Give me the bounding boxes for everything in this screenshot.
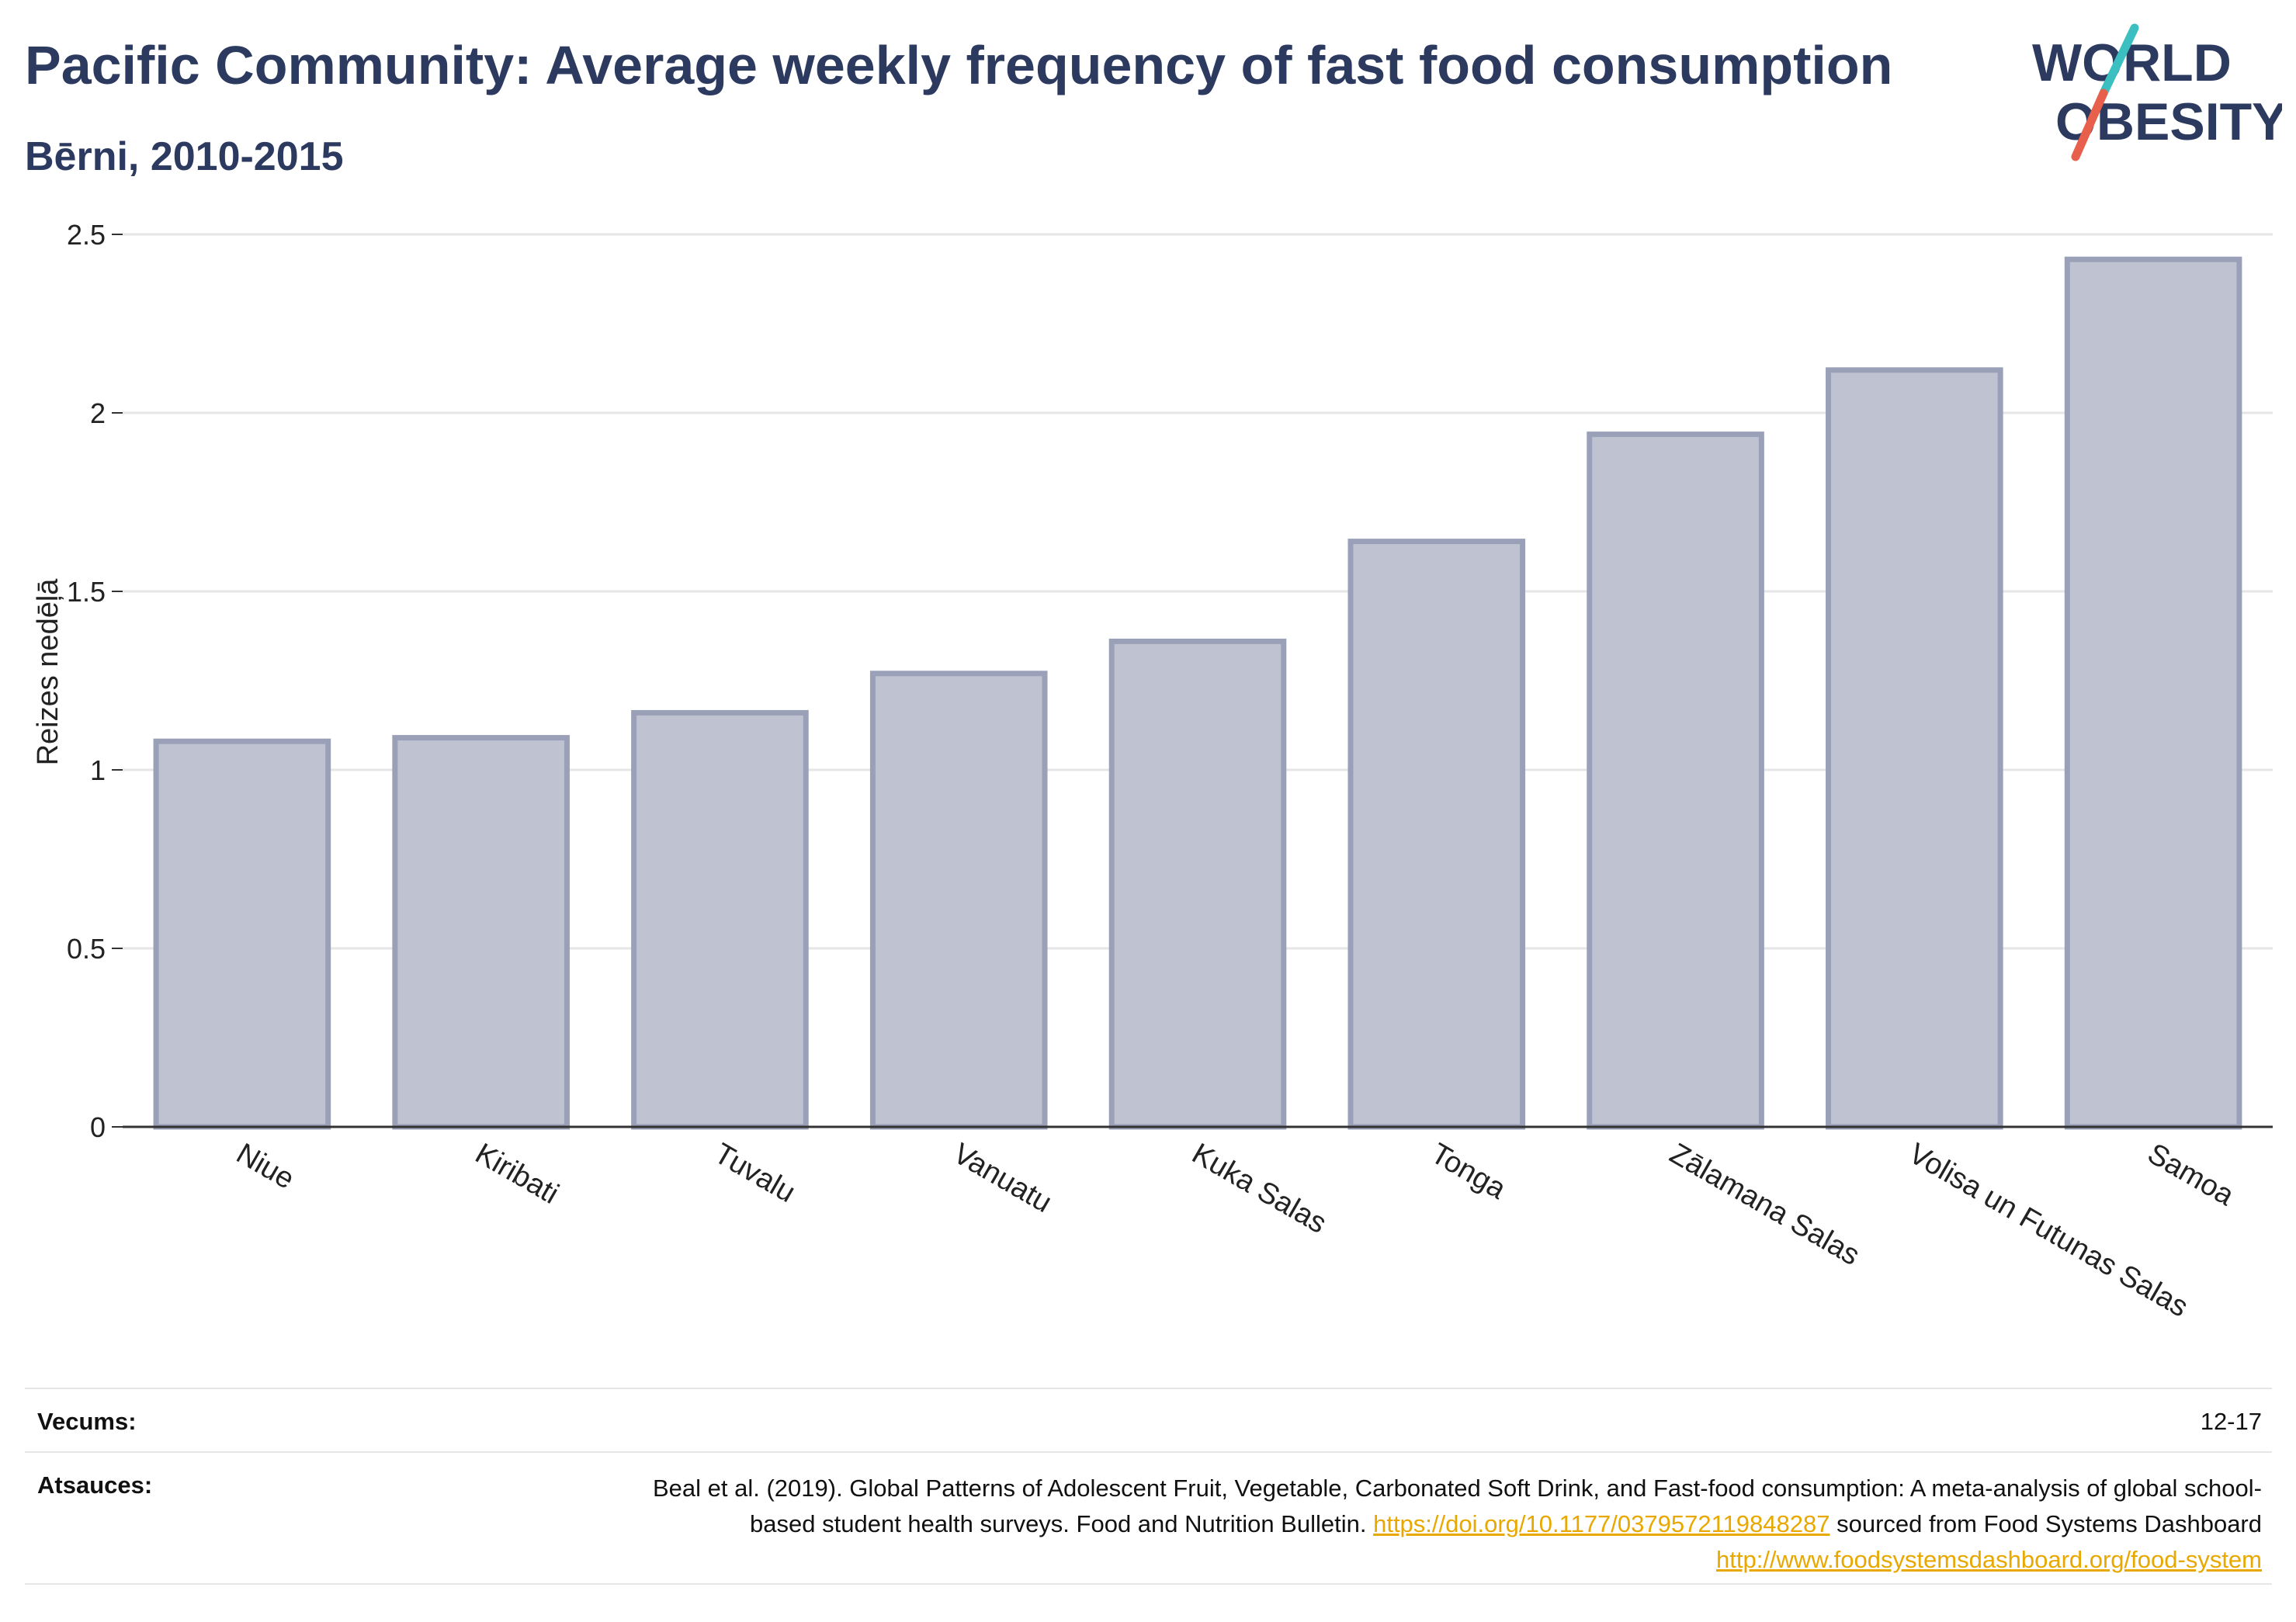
x-tick-label: Kiribati xyxy=(470,1137,564,1210)
y-tick-label: 0.5 xyxy=(67,933,106,965)
x-tick-label: Tonga xyxy=(1425,1137,1511,1206)
source-link-doi[interactable]: https://doi.org/10.1177/0379572119848287 xyxy=(1373,1510,1830,1537)
y-tick-label: 2.5 xyxy=(67,219,106,251)
bar xyxy=(2064,256,2242,1130)
x-tick-label: Vanuatu xyxy=(948,1137,1057,1219)
bar xyxy=(392,735,570,1130)
footer-divider-middle xyxy=(25,1451,2272,1453)
sources-label: Atsauces: xyxy=(37,1471,153,1499)
chart-title: Pacific Community: Average weekly freque… xyxy=(25,35,1893,95)
bar xyxy=(631,709,809,1130)
logo-slash-bottom xyxy=(2071,88,2108,161)
chart-subtitle: Bērni, 2010-2015 xyxy=(25,134,344,179)
world-obesity-logo: WORLD OBESITY xyxy=(2032,23,2282,161)
bar xyxy=(1347,539,1526,1130)
age-value: 12-17 xyxy=(2200,1408,2262,1435)
footer-divider-top xyxy=(25,1388,2272,1389)
logo-slash-top xyxy=(2099,23,2139,98)
x-tick-label: Kuka Salas xyxy=(1187,1137,1332,1239)
source-text-2: sourced from Food Systems Dashboard xyxy=(1836,1510,2262,1537)
bar xyxy=(869,671,1048,1130)
age-label: Vecums: xyxy=(37,1408,137,1435)
source-citation: Beal et al. (2019). Global Patterns of A… xyxy=(593,1471,2262,1578)
source-link-dashboard[interactable]: http://www.foodsystemsdashboard.org/food… xyxy=(1716,1546,2262,1573)
x-tick-label: Tuvalu xyxy=(709,1137,801,1209)
y-tick-label: 1.5 xyxy=(67,576,106,608)
source-text-1: Beal et al. (2019). Global Patterns of A… xyxy=(652,1475,2262,1537)
bar xyxy=(1108,638,1287,1130)
x-tick-label: Zālamana Salas xyxy=(1664,1137,1865,1272)
y-tick-label: 2 xyxy=(90,397,106,429)
y-tick-label: 1 xyxy=(90,754,106,786)
bar xyxy=(1587,431,1764,1130)
bar-chart: 0 0.5 1 1.5 2 2.5 Niue Kiribati Tuvalu Vanuatu Kuk… xyxy=(32,219,2273,1324)
y-axis-label: Reizes nedēļā xyxy=(32,578,64,766)
bar xyxy=(1826,367,2003,1130)
footer-divider-bottom xyxy=(25,1583,2272,1585)
bar xyxy=(153,738,331,1130)
x-tick-label: Niue xyxy=(231,1137,300,1195)
y-tick-label: 0 xyxy=(90,1111,106,1143)
x-tick-label: Samoa xyxy=(2142,1137,2240,1212)
